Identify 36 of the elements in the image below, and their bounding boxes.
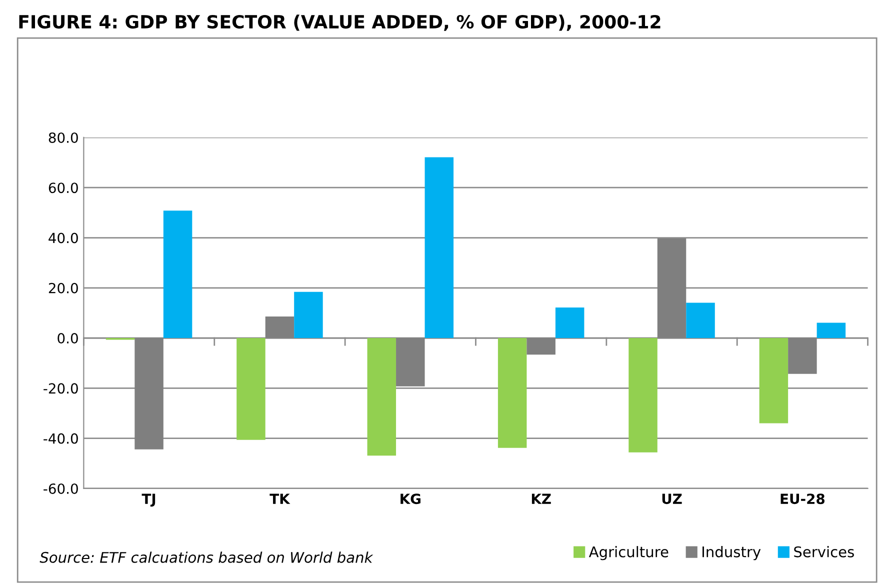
y-tick-label: 80.0 xyxy=(48,132,78,143)
x-tick-label: TJ xyxy=(142,494,156,507)
x-tick-label: EU-28 xyxy=(780,494,825,504)
x-tick-label: KZ xyxy=(532,494,551,504)
bar xyxy=(163,210,192,338)
bar xyxy=(236,338,266,440)
bar xyxy=(759,338,788,424)
x-tick-label: UZ xyxy=(662,494,682,504)
x-tick-label: TK xyxy=(270,494,290,504)
y-tick-label: 60.0 xyxy=(48,182,78,194)
bar xyxy=(628,338,658,452)
legend-label: Industry xyxy=(702,546,761,560)
bar xyxy=(367,338,396,456)
bar xyxy=(396,338,425,386)
bar xyxy=(816,322,846,338)
bar xyxy=(788,338,817,374)
y-tick-label: -20.0 xyxy=(44,383,78,394)
x-tick-label: KG xyxy=(400,494,420,504)
source-note: Source: ETF calcuations based on World bank xyxy=(40,552,374,563)
bar xyxy=(424,157,454,338)
bar xyxy=(265,316,294,338)
bar xyxy=(134,338,164,450)
y-tick-label: -40.0 xyxy=(44,433,78,444)
legend-label: Agriculture xyxy=(588,546,668,560)
bar xyxy=(526,338,556,355)
bar xyxy=(657,238,686,338)
bar xyxy=(498,338,527,448)
chart-title: FIGURE 4: GDP BY SECTOR (VALUE ADDED, % OF GDP), 2000-12 xyxy=(19,14,660,31)
bar xyxy=(294,292,323,338)
y-tick-label: 0.0 xyxy=(58,333,78,344)
bar xyxy=(686,302,715,338)
y-tick-label: 40.0 xyxy=(48,232,78,244)
y-tick-label: -60.0 xyxy=(44,483,78,494)
y-tick-label: 20.0 xyxy=(48,282,78,294)
bar xyxy=(555,307,584,338)
legend-label: Services xyxy=(794,546,854,558)
